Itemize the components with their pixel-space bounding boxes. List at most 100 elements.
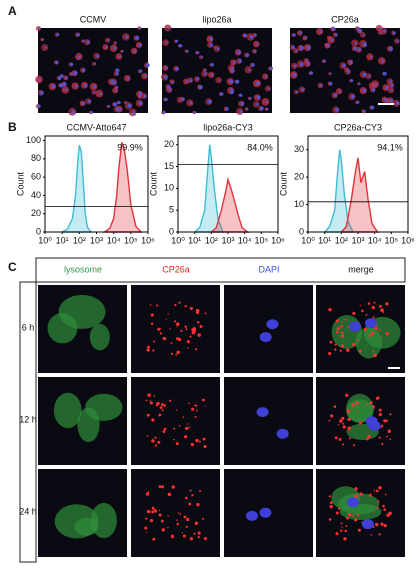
cp26a-spot [158, 509, 161, 512]
nucleus [368, 75, 371, 78]
cp26a-spot [375, 489, 379, 493]
x-tick-label: 10⁴ [368, 235, 382, 245]
lysosome-stain [89, 323, 110, 351]
lysosome-stain [77, 407, 100, 443]
cp26a-spot [176, 326, 178, 328]
cp26a-spot [340, 522, 343, 525]
cp26a-spot [383, 508, 386, 511]
nucleus [60, 74, 64, 78]
y-axis-label: Count [278, 172, 288, 197]
chart-title: CP26a-CY3 [334, 122, 382, 132]
x-tick-label: 10¹ [188, 235, 201, 245]
cp26a-spot [145, 399, 148, 402]
cp26a-spot [149, 401, 153, 405]
nucleus [179, 44, 183, 48]
cp26a-spot [359, 492, 363, 496]
cp26a-spot [177, 512, 180, 514]
nucleus [292, 33, 296, 37]
annotation: 99.9% [117, 142, 143, 152]
nucleus [145, 63, 150, 68]
cp26a-spot [337, 424, 340, 426]
cp26a-spot [358, 349, 362, 353]
micrograph [131, 469, 220, 557]
y-tick-label: 20 [31, 208, 41, 218]
nucleus [332, 27, 336, 31]
cp26a-spot [184, 304, 187, 308]
cp26a-spot [158, 413, 162, 417]
nucleus [339, 90, 342, 93]
cp26a-spot [154, 444, 158, 447]
nucleus [254, 33, 257, 37]
cp26a-spot [378, 533, 381, 536]
nucleus [39, 90, 44, 95]
cp26a-spot [160, 519, 164, 523]
cp26a-spot [169, 328, 171, 330]
nucleus [162, 111, 166, 114]
cp26a-spot [380, 308, 384, 312]
cp26a-spot [175, 442, 179, 446]
x-tick-label: 10³ [351, 235, 364, 245]
cp26a-spot [329, 340, 333, 344]
cp26a-spot [389, 413, 392, 416]
nucleus [265, 100, 268, 104]
cp26a-spot [372, 316, 375, 319]
nucleus [389, 98, 394, 103]
cp26a-spot [173, 427, 176, 430]
cp26a-spot [176, 522, 180, 526]
panel-label: C [8, 260, 17, 274]
cp26a-spot [146, 435, 149, 437]
cp26a-spot [372, 350, 375, 353]
nucleus [181, 97, 185, 101]
cp26a-spot [335, 319, 339, 323]
cp26a-spot [146, 413, 150, 417]
nucleus [375, 83, 378, 86]
nucleus [342, 63, 346, 68]
cp26a-spot [195, 438, 199, 443]
cp26a-spot [176, 350, 181, 355]
nucleus [84, 83, 87, 87]
cp26a-spot [389, 438, 392, 441]
cp26a-spot [204, 312, 207, 315]
nucleus [295, 49, 298, 52]
nucleus [267, 87, 270, 90]
plot-frame [307, 135, 409, 233]
cp26a-spot [335, 511, 339, 515]
nucleus [240, 101, 245, 106]
x-tick-label: 10⁶ [401, 235, 415, 245]
nucleus [256, 95, 260, 99]
nucleus [327, 44, 330, 47]
cp26a-spot [178, 425, 181, 427]
nucleus [70, 72, 74, 76]
nucleus [335, 108, 339, 112]
nucleus [105, 45, 108, 49]
cp26a-spot [194, 415, 197, 418]
cp26a-spot [341, 443, 345, 446]
cp26a-spot [149, 400, 151, 402]
nucleus [296, 91, 299, 94]
cp26a-spot [378, 408, 382, 412]
cp26a-spot [355, 401, 359, 405]
cp26a-spot [342, 422, 345, 425]
cp26a-spot [165, 318, 167, 320]
cp26a-spot [202, 437, 206, 441]
y-tick-label: 10 [164, 183, 174, 193]
nucleus [115, 71, 119, 76]
nucleus [117, 101, 121, 105]
cp26a-spot [367, 302, 371, 305]
cp26a-spot [373, 511, 375, 513]
nucleus [139, 27, 142, 30]
nucleus [133, 49, 137, 53]
nucleus [96, 54, 100, 58]
cp26a-spot [347, 512, 352, 517]
x-tick-label: 10⁵ [124, 235, 138, 245]
nucleus [319, 30, 323, 33]
nucleus [304, 36, 308, 40]
cp26a-spot [147, 491, 150, 494]
y-tick-label: 0 [169, 226, 174, 236]
cp26a-spot [341, 320, 343, 323]
cp26a-spot [373, 353, 377, 358]
cp26a-spot [354, 494, 358, 498]
nucleus [238, 59, 242, 63]
y-tick-label: 15 [164, 161, 174, 171]
nucleus [44, 46, 47, 49]
